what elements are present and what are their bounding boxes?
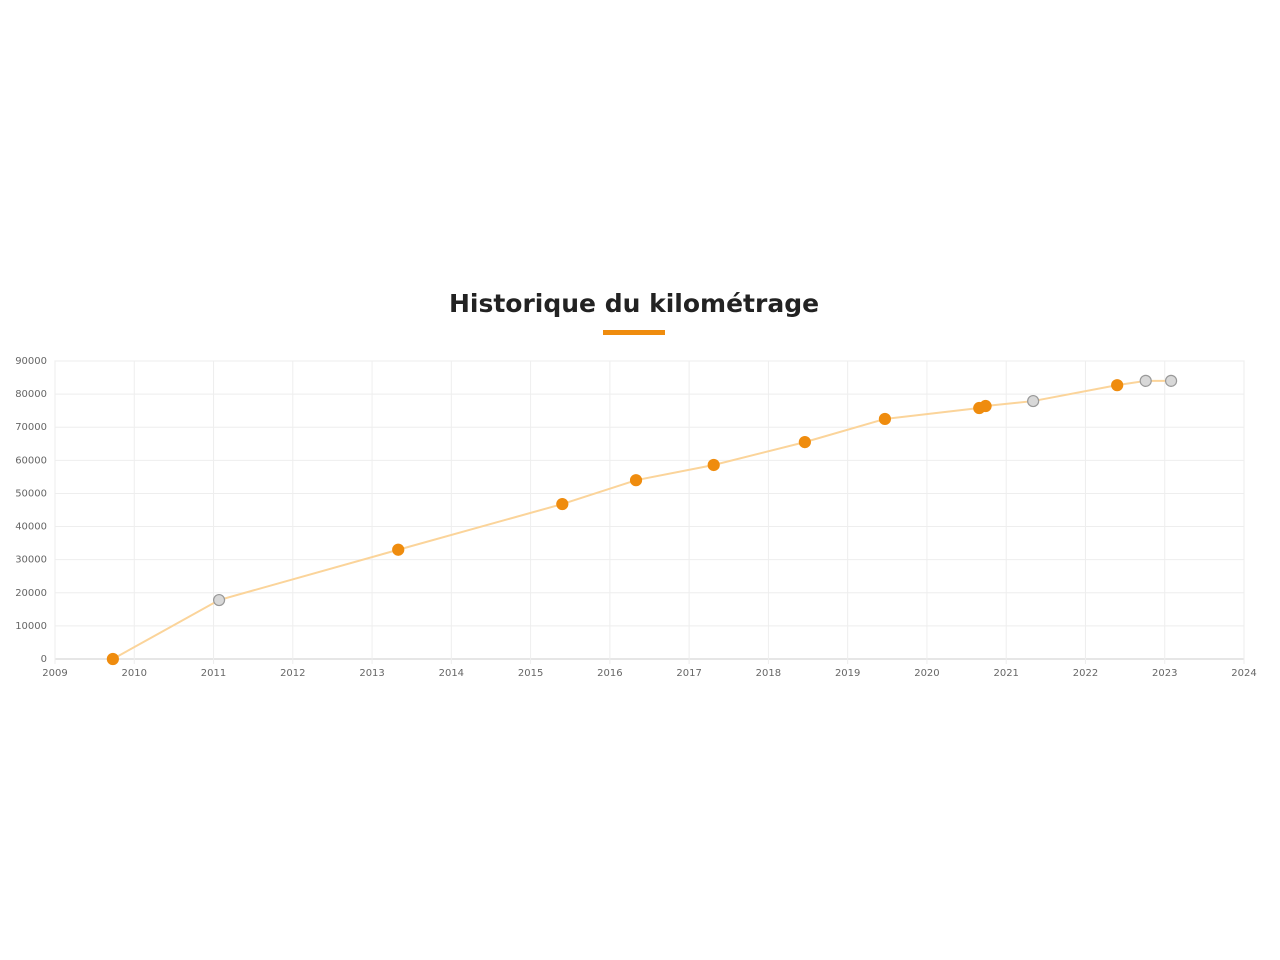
data-point bbox=[1139, 374, 1152, 387]
x-tick-label: 2020 bbox=[914, 668, 939, 679]
plot-frame bbox=[54, 360, 1245, 660]
x-tick-label: 2015 bbox=[518, 668, 543, 679]
y-tick-label: 50000 bbox=[15, 488, 47, 499]
chart-title: Historique du kilométrage bbox=[449, 289, 819, 318]
data-point bbox=[979, 399, 992, 413]
x-tick-label: 2019 bbox=[835, 668, 860, 679]
x-tick-label: 2009 bbox=[42, 668, 67, 679]
data-point bbox=[1164, 374, 1178, 387]
x-tick-label: 2013 bbox=[359, 668, 384, 679]
data-point bbox=[212, 593, 226, 607]
y-tick-label: 90000 bbox=[15, 356, 47, 367]
x-tick-label: 2023 bbox=[1152, 668, 1177, 679]
y-tick-label: 70000 bbox=[15, 422, 47, 433]
x-tick-label: 2016 bbox=[597, 668, 622, 679]
x-tick-label: 2024 bbox=[1231, 668, 1256, 679]
data-point bbox=[106, 652, 119, 666]
y-tick-label: 40000 bbox=[15, 522, 47, 533]
y-tick-label: 80000 bbox=[15, 389, 47, 400]
x-tick-label: 2014 bbox=[439, 668, 464, 679]
data-point bbox=[707, 458, 720, 472]
series-line bbox=[112, 379, 1172, 660]
x-tick-label: 2018 bbox=[756, 668, 781, 679]
y-tick-label: 10000 bbox=[15, 621, 47, 632]
x-tick-label: 2010 bbox=[122, 668, 147, 679]
x-tick-label: 2021 bbox=[993, 668, 1018, 679]
data-point bbox=[1111, 379, 1124, 392]
data-point bbox=[629, 474, 643, 487]
y-tick-label: 60000 bbox=[15, 455, 47, 466]
data-point bbox=[798, 436, 811, 449]
x-tick-label: 2011 bbox=[201, 668, 226, 679]
data-point bbox=[878, 412, 892, 426]
title-underline bbox=[603, 330, 665, 335]
data-point bbox=[556, 497, 569, 511]
y-tick-label: 20000 bbox=[15, 588, 47, 599]
data-point bbox=[392, 543, 405, 556]
data-point bbox=[1027, 394, 1040, 408]
x-tick-label: 2017 bbox=[676, 668, 701, 679]
x-tick-label: 2022 bbox=[1073, 668, 1098, 679]
y-tick-label: 30000 bbox=[15, 555, 47, 566]
x-tick-label: 2012 bbox=[280, 668, 305, 679]
y-tick-label: 0 bbox=[41, 654, 47, 665]
